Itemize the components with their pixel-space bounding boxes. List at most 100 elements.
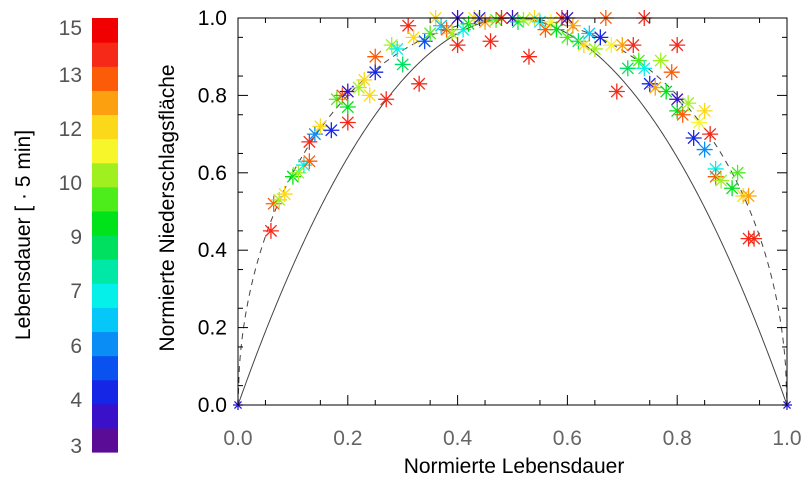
colorbar-tick-label: 4 xyxy=(70,389,82,412)
colorbar-segment xyxy=(92,259,118,284)
data-point xyxy=(520,48,537,65)
colorbar-segment xyxy=(92,210,118,236)
data-point xyxy=(367,48,384,65)
colorbar-tick-label: 6 xyxy=(70,335,82,358)
x-tick-label: 0.8 xyxy=(663,427,692,450)
y-tick-label: 0.8 xyxy=(198,84,227,107)
data-point xyxy=(449,37,466,54)
data-point xyxy=(482,33,499,50)
data-point xyxy=(339,114,356,131)
data-point xyxy=(262,222,279,239)
colorbar-label: Lebensdauer [ · 5 min] xyxy=(12,130,35,340)
dashed-ellipse-curve xyxy=(237,17,788,406)
colorbar-tick-label: 15 xyxy=(59,17,82,40)
y-tick-label: 0.0 xyxy=(198,394,227,417)
colorbar-segment xyxy=(92,90,118,116)
data-point xyxy=(276,186,293,203)
x-axis-label: Normierte Lebensdauer xyxy=(404,455,625,478)
data-point xyxy=(663,64,680,81)
data-point xyxy=(696,102,713,119)
data-point xyxy=(691,114,708,131)
colorbar-tick-label: 10 xyxy=(59,172,82,195)
y-tick-label: 0.6 xyxy=(198,162,227,185)
data-point xyxy=(515,11,532,28)
x-tick-label: 0.0 xyxy=(223,427,252,450)
x-tick-label: 0.4 xyxy=(443,427,473,450)
data-point xyxy=(674,106,691,123)
reference-curves xyxy=(233,17,792,410)
y-tick-label: 1.0 xyxy=(198,7,227,30)
data-point xyxy=(713,172,730,189)
solid-parabola-curve xyxy=(237,17,788,406)
colorbar-segment xyxy=(92,66,118,91)
plot-area: 0.0 0.2 0.4 0.6 0.8 1.0 0.0 0.2 0.4 0.6 0.8 1.0 xyxy=(198,7,802,450)
data-point xyxy=(339,99,356,116)
data-point xyxy=(405,29,422,46)
data-point xyxy=(636,60,653,77)
colorbar-segment xyxy=(92,42,118,67)
colorbar-segment xyxy=(92,283,118,308)
y-axis-ticks: 0.0 0.2 0.4 0.6 0.8 1.0 xyxy=(198,7,787,417)
data-point xyxy=(702,126,719,143)
data-point xyxy=(724,180,741,197)
colorbar-tick-label: 7 xyxy=(70,280,82,303)
colorbar-tick-labels: 3 4 6 7 9 10 12 13 15 xyxy=(59,17,83,458)
x-tick-label: 0.2 xyxy=(333,427,362,450)
data-point xyxy=(592,29,609,46)
data-point xyxy=(729,164,746,181)
data-point xyxy=(411,75,428,92)
data-point xyxy=(356,71,373,88)
colorbar-segment xyxy=(92,18,118,43)
plot-frame xyxy=(237,17,788,406)
colorbar-segment xyxy=(92,235,118,260)
colorbar-segment xyxy=(92,331,118,357)
data-point xyxy=(367,64,384,81)
y-tick-label: 0.2 xyxy=(198,317,227,340)
data-point xyxy=(647,79,664,96)
data-point xyxy=(559,29,576,46)
colorbar-segment xyxy=(92,162,118,188)
data-point xyxy=(696,141,713,158)
data-point xyxy=(394,56,411,73)
colorbar-segment xyxy=(92,114,118,140)
x-tick-label: 1.0 xyxy=(772,427,801,450)
data-point xyxy=(581,25,598,42)
data-points xyxy=(262,10,763,247)
data-point xyxy=(652,52,669,69)
data-point xyxy=(685,129,702,146)
data-point xyxy=(548,21,565,38)
colorbar-tick-label: 13 xyxy=(59,64,82,87)
colorbar-segment xyxy=(92,307,118,333)
colorbar-segment xyxy=(92,355,118,381)
colorbar-segment xyxy=(92,403,118,429)
y-axis-label: Normierte Niederschlagsfläche xyxy=(156,64,179,351)
data-point xyxy=(312,118,329,135)
data-point xyxy=(361,87,378,104)
data-point xyxy=(680,95,697,112)
data-point xyxy=(619,60,636,77)
colorbar xyxy=(92,18,118,453)
data-point xyxy=(389,40,406,57)
colorbar-segment xyxy=(92,379,118,405)
colorbar-tick-label: 9 xyxy=(70,226,82,249)
data-point xyxy=(740,188,757,205)
data-point xyxy=(378,91,395,108)
colorbar-segment xyxy=(92,427,118,453)
data-point xyxy=(422,25,439,42)
data-point xyxy=(537,21,554,38)
x-tick-label: 0.6 xyxy=(553,427,582,450)
data-point xyxy=(625,37,642,54)
data-point xyxy=(608,83,625,100)
data-point xyxy=(400,17,417,34)
data-point xyxy=(669,37,686,54)
data-point xyxy=(746,230,763,247)
data-point xyxy=(383,37,400,54)
data-point xyxy=(339,83,356,100)
data-point xyxy=(323,122,340,139)
x-axis-ticks: 0.0 0.2 0.4 0.6 0.8 1.0 xyxy=(223,18,802,450)
colorbar-segment xyxy=(92,186,118,212)
colorbar-tick-label: 3 xyxy=(70,435,82,458)
y-tick-label: 0.4 xyxy=(198,239,228,262)
data-point xyxy=(586,40,603,57)
